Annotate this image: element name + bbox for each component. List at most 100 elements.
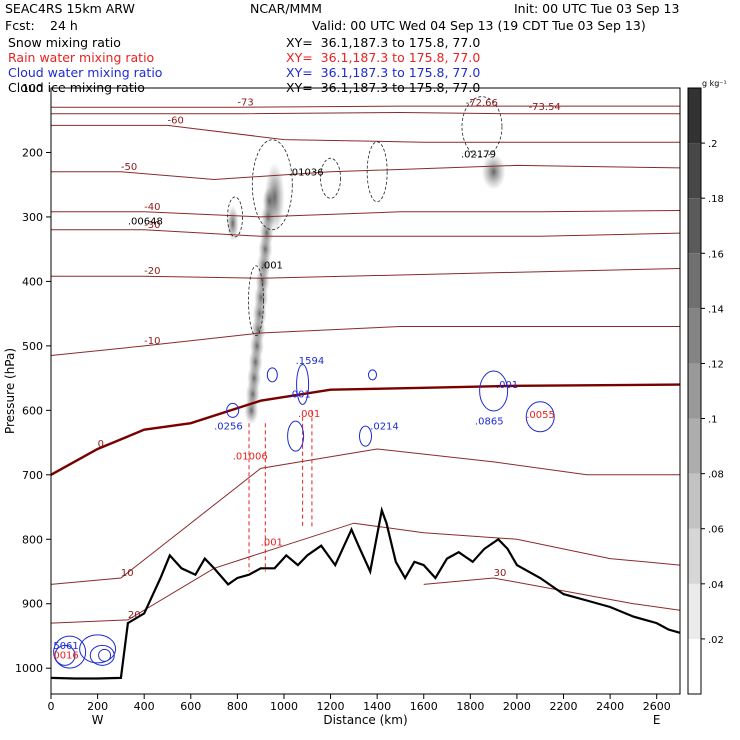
x-tick-label: 1800	[456, 700, 484, 713]
snow-shading	[262, 186, 277, 215]
y-tick-label: 300	[22, 211, 43, 224]
annotation-label: .001	[496, 380, 518, 391]
contour-label: -40	[144, 202, 160, 213]
cloud-water-contour	[359, 425, 372, 447]
x-tick-label: 200	[87, 700, 108, 713]
y-tick-label: 800	[22, 533, 43, 546]
colorbar-segment	[688, 638, 701, 694]
org-label: NCAR/MMM	[250, 1, 322, 16]
cloud-ice-contour	[227, 196, 243, 238]
annotation-label: .001	[261, 538, 283, 549]
colorbar-label: .18	[708, 194, 724, 205]
y-tick-label: 900	[22, 598, 43, 611]
cloud-water-contour	[296, 364, 310, 406]
init-time: Init: 00 UTC Tue 03 Sep 13	[514, 1, 680, 16]
annotation-label: .001	[298, 409, 320, 420]
colorbar-label: .04	[708, 580, 724, 591]
temperature-contour	[51, 111, 680, 115]
cloud-water-contour	[479, 370, 509, 412]
temperature-contour	[51, 210, 680, 218]
x-tick-label: 800	[227, 700, 248, 713]
temperature-contour	[51, 522, 680, 624]
colorbar-segment	[688, 308, 701, 364]
colorbar-segment	[688, 143, 701, 199]
cloud-water-contour	[226, 402, 240, 418]
x-tick-label: 1400	[363, 700, 391, 713]
temperature-contour	[51, 326, 680, 356]
colorbar-unit: g kg⁻¹	[702, 79, 727, 88]
colorbar-label: .12	[708, 359, 724, 370]
y-axis-label: Pressure (hPa)	[3, 348, 17, 434]
x-tick-label: 1200	[317, 700, 345, 713]
colorbar-frame	[687, 87, 702, 695]
annotation-label: .0214	[370, 422, 399, 433]
cloud-water-contour	[367, 369, 377, 381]
colorbar-label: .08	[708, 470, 724, 481]
annotation-label: .0256	[214, 422, 243, 433]
cloud-water-contour	[53, 635, 87, 669]
annotation-label: .01036	[289, 168, 324, 179]
x-tick-label: 2400	[596, 700, 624, 713]
y-tick-label: 600	[22, 404, 43, 417]
cloud-ice-contour	[320, 157, 341, 199]
x-tick-label: 600	[180, 700, 201, 713]
temperature-contour	[51, 229, 680, 237]
colorbar-segment	[688, 418, 701, 474]
east-label: E	[653, 713, 661, 727]
colorbar-label: .16	[708, 249, 724, 260]
x-tick-label: 0	[48, 700, 55, 713]
model-title: SEAC4RS 15km ARW	[5, 1, 135, 16]
y-tick-label: 500	[22, 340, 43, 353]
contour-label: 10	[121, 568, 134, 579]
contour-label: -20	[144, 266, 160, 277]
colorbar-label: .2	[708, 139, 718, 150]
x-axis-label: Distance (km)	[323, 713, 407, 727]
annotation-label: 5061	[53, 641, 78, 652]
colorbar-segment	[688, 88, 701, 144]
x-tick-label: 2000	[503, 700, 531, 713]
contour-label: -73	[237, 97, 253, 108]
y-tick-label: 700	[22, 469, 43, 482]
colorbar-segment	[688, 363, 701, 419]
y-tick-label: 200	[22, 146, 43, 159]
field-xy-cloud-water: XY= 36.1,187.3 to 175.8, 77.0	[286, 65, 481, 80]
temperature-contour	[51, 164, 680, 181]
annotation-label: .1594	[296, 356, 325, 367]
ice-shading	[226, 205, 239, 242]
field-name-cloud-water: Cloud water mixing ratio	[8, 65, 163, 80]
cloud-ice-contour	[461, 96, 503, 158]
west-label: W	[92, 713, 104, 727]
field-name-rain: Rain water mixing ratio	[8, 50, 155, 65]
colorbar-segment	[688, 253, 701, 309]
ice-shading	[481, 153, 506, 190]
forecast-label: Fcst:	[5, 18, 35, 33]
plot-frame	[50, 87, 681, 695]
annotation-label: .00648	[128, 217, 163, 228]
y-tick-label: 1000	[15, 662, 43, 675]
annotation-label: 0016	[53, 651, 78, 662]
cloud-water-contour	[98, 648, 112, 662]
cloud-ice-contour	[366, 141, 388, 203]
annotation-label: .0865	[475, 417, 504, 428]
field-xy-rain: XY= 36.1,187.3 to 175.8, 77.0	[286, 50, 481, 65]
contour-label: -10	[144, 336, 160, 347]
colorbar-segment	[688, 583, 701, 639]
temperature-contour	[423, 577, 680, 611]
colorbar-label: .14	[708, 304, 724, 315]
cloud-water-contour	[54, 644, 76, 666]
annotation-label: .001	[289, 389, 311, 400]
annotation-label: -73.54	[529, 102, 561, 113]
x-tick-label: 1600	[410, 700, 438, 713]
temperature-contour	[51, 105, 680, 108]
field-name-snow: Snow mixing ratio	[8, 35, 121, 50]
annotation-label: -72.66	[466, 98, 498, 109]
x-tick-label: 1000	[270, 700, 298, 713]
cloud-water-contour	[525, 401, 555, 433]
cloud-water-contour	[79, 634, 117, 664]
colorbar-segment	[688, 528, 701, 584]
annotation-label: .01006	[233, 451, 268, 462]
contour-label: -60	[167, 115, 183, 126]
cloud-water-contour	[287, 420, 305, 452]
cloud-water-contour	[89, 644, 115, 666]
temperature-contour	[51, 383, 680, 476]
